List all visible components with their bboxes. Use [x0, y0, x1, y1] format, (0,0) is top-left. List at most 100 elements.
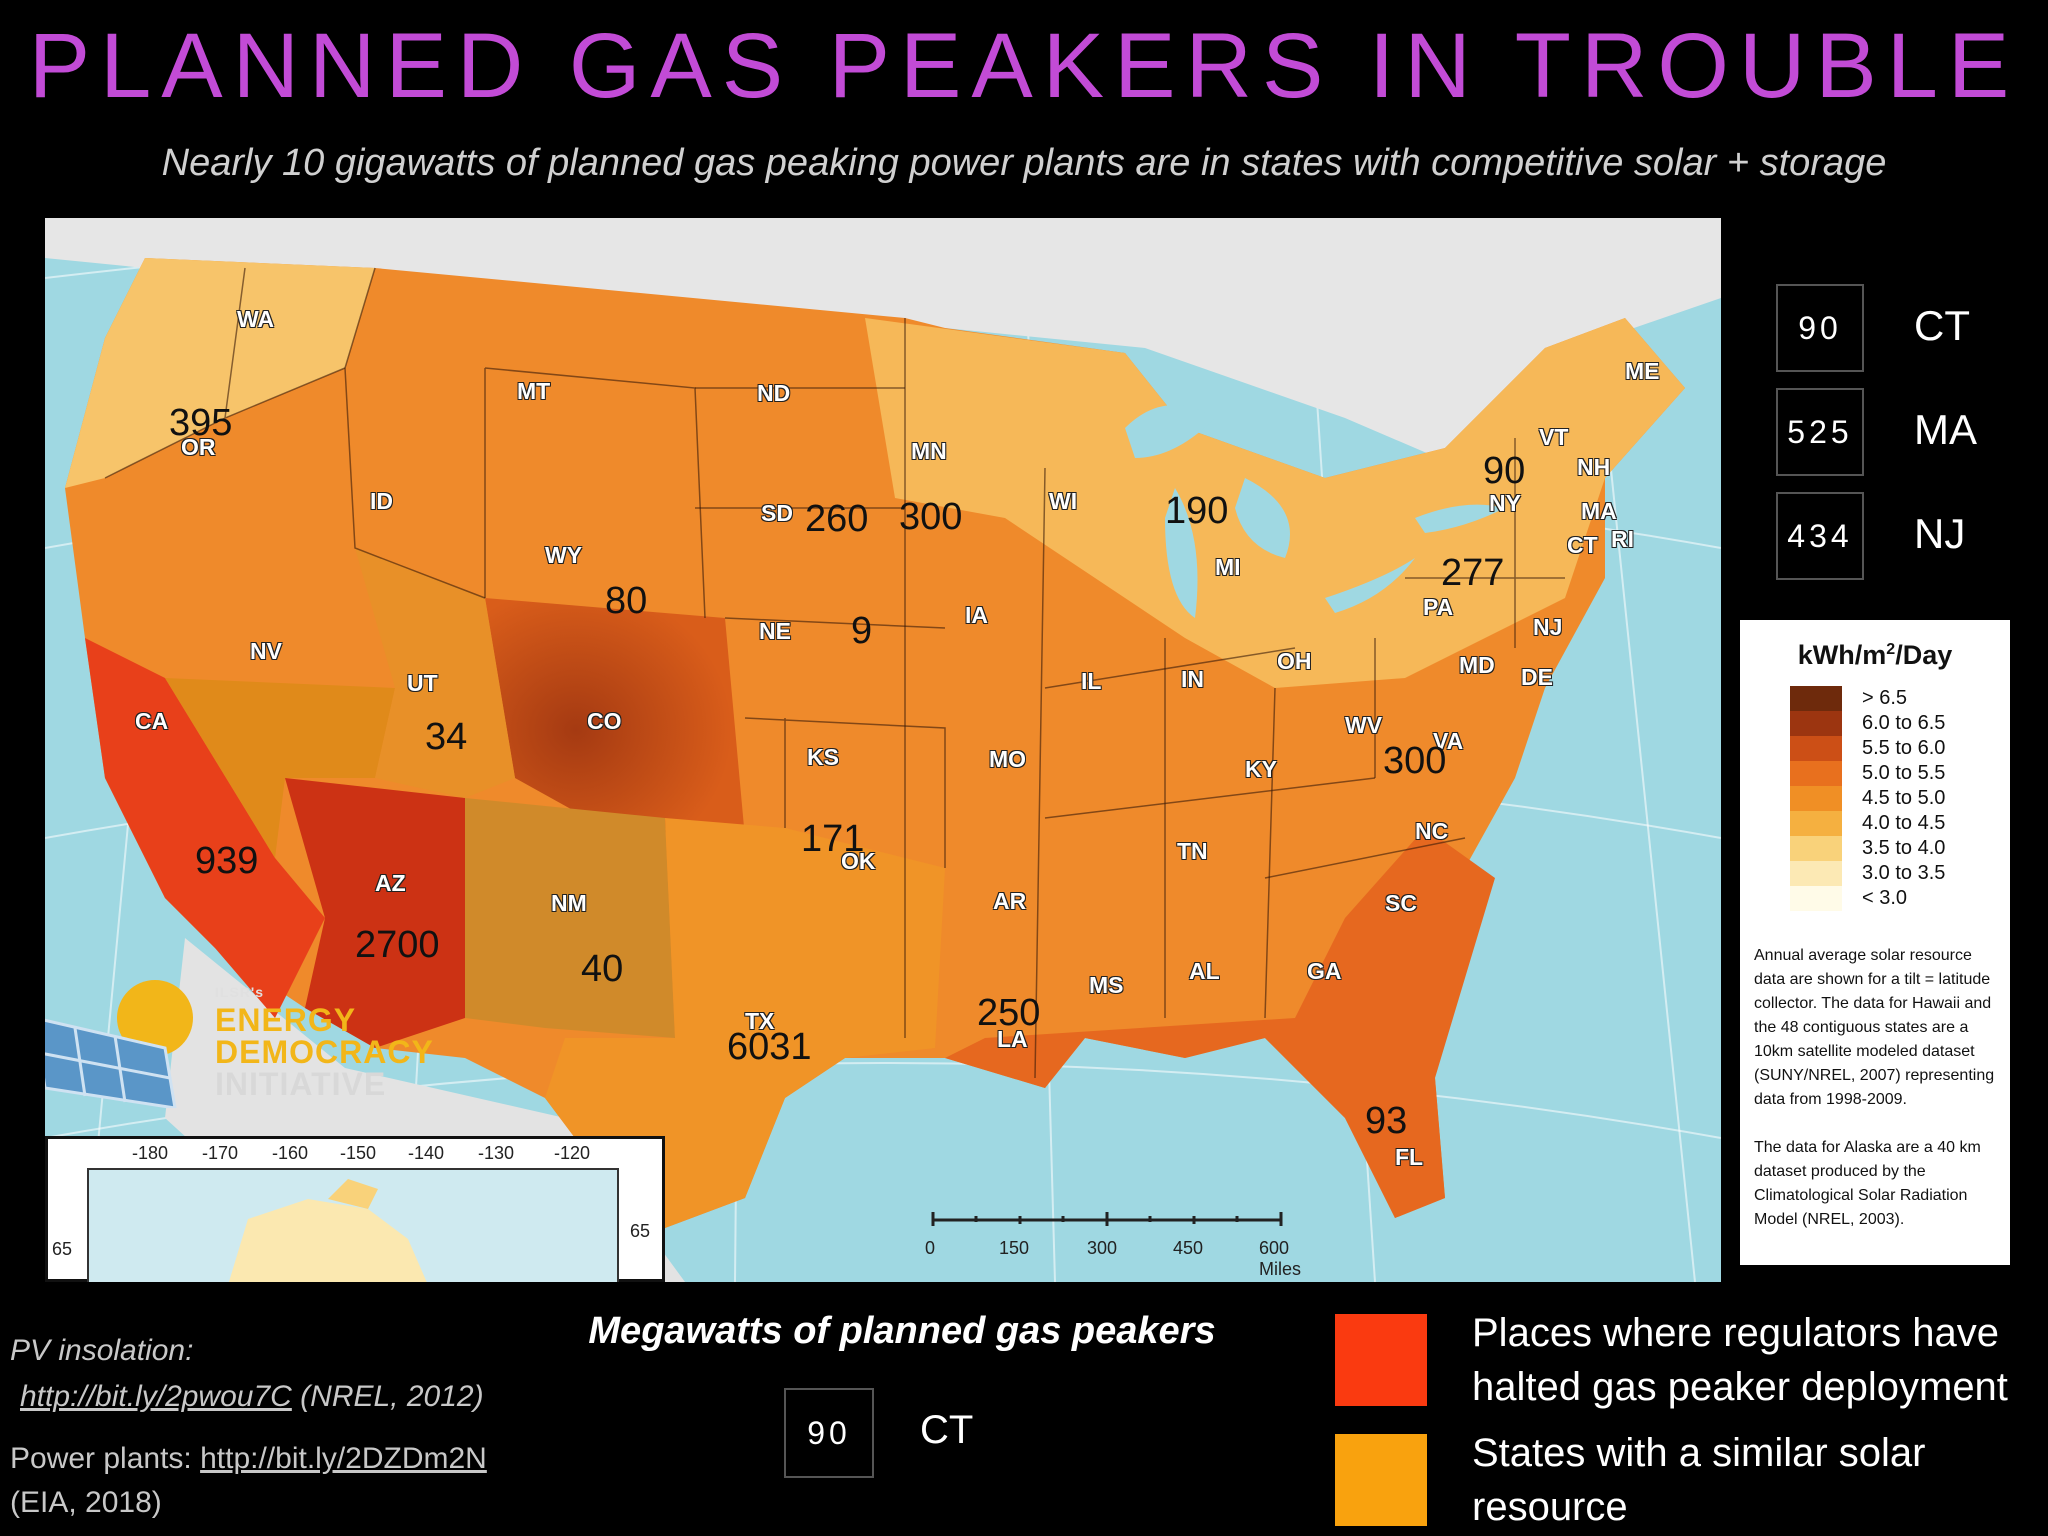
state-label: LA [997, 1026, 1028, 1052]
state-label: WA [237, 306, 275, 332]
pv-source-cite: (NREL, 2012) [291, 1380, 484, 1413]
legend-swatch [1790, 886, 1842, 911]
megawatt-value: 300 [1383, 740, 1447, 782]
key-state-label: MA [1914, 406, 1977, 453]
halted-region-label: Places where regulators have halted gas … [1472, 1311, 2008, 1409]
legend-note-hawaii: Annual average solar resource data are s… [1754, 947, 1995, 1108]
inset-lat-right: 65 [630, 1221, 651, 1241]
page-subtitle: Nearly 10 gigawatts of planned gas peaki… [161, 142, 1887, 184]
state-label: MD [1459, 652, 1495, 678]
texas-region [545, 818, 945, 1228]
state-label: KS [807, 744, 839, 770]
state-label: NE [759, 618, 791, 644]
legend-class-label: 5.0 to 5.5 [1862, 762, 1946, 784]
legend-swatch [1790, 761, 1842, 786]
state-label: NM [551, 890, 587, 916]
scale-tick-label: 600 Miles [1259, 1238, 1302, 1279]
key-state-label: CT [1914, 302, 1970, 349]
state-label: DE [1521, 664, 1553, 690]
megawatt-value: 250 [977, 992, 1041, 1034]
state-label: PA [1423, 594, 1454, 620]
state-label: GA [1307, 958, 1342, 984]
key-value-box: 525 [1776, 388, 1864, 476]
plants-source-link[interactable]: http://bit.ly/2DZDm2N [200, 1442, 487, 1475]
state-label: WI [1049, 488, 1078, 514]
alaska-inset: -180 -170 -160 -150 -140 -130 -120 65 65 [45, 1136, 665, 1282]
state-label: MA [1581, 498, 1617, 524]
state-label: WY [545, 542, 583, 568]
megawatt-value: 9 [851, 610, 873, 652]
megawatt-value: 2700 [355, 924, 440, 966]
state-label: UT [407, 670, 438, 696]
state-label: NH [1577, 454, 1611, 480]
megawatt-value: 939 [195, 840, 259, 882]
solar-panel-icon [45, 980, 193, 1108]
example-value-box: 90 [784, 1388, 874, 1478]
megawatt-value: 395 [169, 402, 233, 444]
plants-source-line: Power plants: http://bit.ly/2DZDm2N [10, 1442, 487, 1476]
legend-class-label: 4.5 to 5.0 [1862, 787, 1946, 809]
legend-class-label: < 3.0 [1862, 887, 1908, 909]
megawatt-value: 260 [805, 498, 869, 540]
arizona-region [285, 778, 465, 1048]
legend-class-label: > 6.5 [1862, 687, 1908, 709]
state-label: OK [841, 848, 876, 874]
colorado-hot-zone [485, 598, 745, 838]
state-label: SD [761, 500, 793, 526]
inset-lon-tick: -140 [408, 1143, 445, 1163]
lake-superior [1125, 405, 1215, 458]
solar-legend: kWh/m2/Day > 6.5 6.0 to 6.5 5.5 to 6.0 5.0 … [1740, 620, 2010, 1265]
state-label: NV [250, 638, 282, 664]
state-label: NC [1415, 818, 1449, 844]
state-label: MT [517, 378, 551, 404]
megawatt-value: 277 [1441, 552, 1505, 594]
legend-note-alaska: The data for Alaska are a 40 km dataset … [1754, 1139, 1981, 1228]
legend-swatch [1790, 711, 1842, 736]
pv-source-line: http://bit.ly/2pwou7C (NREL, 2012) [20, 1380, 484, 1414]
state-label: VA [1433, 728, 1464, 754]
state-label: CT [1567, 532, 1598, 558]
southeast-region [945, 828, 1495, 1218]
state-label: AR [993, 888, 1027, 914]
legend-class-label: 4.0 to 4.5 [1862, 812, 1946, 834]
key-value-box: 434 [1776, 492, 1864, 580]
state-label: CO [587, 708, 622, 734]
inset-lon-tick: -180 [132, 1143, 169, 1163]
megawatt-value: 80 [605, 580, 648, 622]
state-label: AZ [375, 870, 406, 896]
lake-erie [1325, 558, 1415, 613]
inset-lon-tick: -120 [554, 1143, 591, 1163]
state-label: ND [757, 380, 791, 406]
pv-source-link[interactable]: http://bit.ly/2pwou7C [20, 1380, 292, 1413]
plants-source-label: Power plants: [10, 1442, 201, 1475]
legend-class-label: 3.5 to 4.0 [1862, 837, 1946, 859]
pv-source-label: PV insolation: [10, 1334, 194, 1367]
page-title: PLANNED GAS PEAKERS IN TROUBLE [28, 15, 2020, 117]
inset-lon-tick: -130 [478, 1143, 515, 1163]
scale-tick-label: 300 [1087, 1238, 1118, 1258]
lake-huron [1235, 478, 1290, 558]
megawatt-value: 171 [801, 818, 865, 860]
state-label: VT [1539, 424, 1569, 450]
state-label: OR [181, 434, 216, 460]
state-label: ID [370, 488, 393, 514]
state-key-row: 525 MA [1776, 388, 2048, 478]
similar-resource-label: States with a similar solar resource [1472, 1431, 1926, 1529]
logo-line-2: DEMOCRACY [215, 1034, 434, 1070]
energy-democracy-logo: ILSR's ENERGY DEMOCRACY INITIATIVE [45, 978, 445, 1108]
state-key-row: 434 NJ [1776, 492, 2048, 582]
megawatt-value: 40 [581, 948, 624, 990]
state-label: NJ [1533, 614, 1563, 640]
map-graphic [45, 218, 1721, 1282]
legend-class-label: 3.0 to 3.5 [1862, 862, 1946, 884]
inset-lon-tick: -170 [202, 1143, 239, 1163]
legend-class-label: 5.5 to 6.0 [1862, 737, 1946, 759]
megawatt-value: 6031 [727, 1026, 812, 1068]
state-label: NY [1489, 490, 1521, 516]
logo-small-text: ILSR's [215, 984, 265, 1000]
megawatt-value: 34 [425, 716, 468, 758]
legend-swatch [1790, 811, 1842, 836]
scale-bar: 0 150 300 450 600 Miles [925, 1210, 1301, 1279]
logo-line-3: INITIATIVE [215, 1066, 387, 1102]
legend-note: Annual average solar resource data are s… [1754, 944, 2004, 1232]
